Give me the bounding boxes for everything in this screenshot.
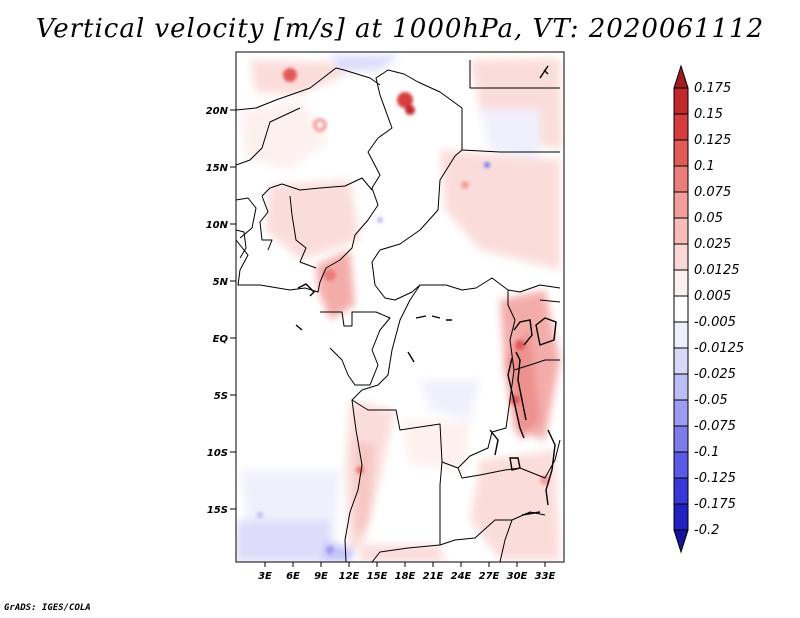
colorbar-box-9 [673,295,689,323]
colorbar-label-0: 0.175 [694,81,731,96]
lon-label-30e: 30E [507,571,528,582]
colorbar-label-3: 0.1 [694,159,715,174]
lat-label-10s: 10S [207,448,228,459]
colorbar-box-7 [673,243,689,271]
colorbar-label-16: -0.175 [694,497,736,512]
colorbar-box-5 [673,191,689,219]
colorbar-label-5: 0.05 [694,211,723,226]
lon-label-3e: 3E [258,571,272,582]
colorbar-label-2: 0.125 [694,133,731,148]
colorbar-box-11 [673,347,689,375]
colorbar-labels: 0.175 0.15 0.125 0.1 0.075 0.05 0.025 0.… [694,81,744,538]
colorbar-box-6 [673,217,689,245]
lat-label-5s: 5S [214,391,228,402]
colorbar-box-16 [673,477,689,505]
colorbar-label-4: 0.075 [694,185,731,200]
colorbar-box-3 [673,139,689,167]
lon-label-12e: 12E [339,571,360,582]
lon-label-6e: 6E [286,571,300,582]
lakes-and-coastlines [295,65,557,516]
longitude-axis: 3E 6E 9E 12E 15E 18E 21E 24E 27E 30E 33E [258,562,556,582]
colorbar-box-15 [673,451,689,479]
velocity-field [236,55,562,562]
lon-label-9e: 9E [314,571,328,582]
colorbar-label-17: -0.2 [694,523,719,538]
colorbar-label-9: -0.005 [694,315,736,330]
lat-label-10n: 10N [206,220,229,231]
colorbar-box-1 [673,87,689,115]
colorbar-box-13 [673,399,689,427]
velocity-cells [257,68,550,554]
colorbar-label-1: 0.15 [694,107,723,122]
lon-label-21e: 21E [423,571,444,582]
colorbar-label-8: 0.005 [694,289,731,304]
colorbar-label-6: 0.025 [694,237,731,252]
colorbar-box-8 [673,269,689,297]
lat-label-15s: 15S [207,505,228,516]
map-frame [235,51,565,563]
country-borders [236,60,561,562]
grads-credit: GrADS: IGES/COLA [4,603,91,613]
colorbar-box-12 [673,373,689,401]
map-panel [236,52,564,562]
lat-label-15n: 15N [206,163,229,174]
lon-label-18e: 18E [395,571,416,582]
colorbar [673,64,689,554]
lon-label-27e: 27E [479,571,500,582]
colorbar-box-4 [673,165,689,193]
colorbar-arrow-bottom [673,529,689,554]
lon-label-15e: 15E [367,571,388,582]
colorbar-label-10: -0.0125 [694,341,744,356]
colorbar-label-13: -0.075 [694,419,736,434]
colorbar-label-7: 0.0125 [694,263,740,278]
lat-label-20n: 20N [206,106,229,117]
colorbar-box-2 [673,113,689,141]
lon-label-33e: 33E [535,571,556,582]
lat-label-5n: 5N [213,277,229,288]
lon-label-24e: 24E [451,571,472,582]
map-title: Vertical velocity [m/s] at 1000hPa, VT: … [35,14,765,44]
colorbar-box-17 [673,503,689,531]
colorbar-arrow-top [673,64,689,89]
colorbar-label-15: -0.125 [694,471,736,486]
colorbar-label-12: -0.05 [694,393,728,408]
colorbar-label-11: -0.025 [694,367,736,382]
colorbar-box-14 [673,425,689,453]
latitude-axis: 20N 15N 10N 5N EQ 5S 10S 15S [206,106,236,516]
colorbar-box-10 [673,321,689,349]
colorbar-label-14: -0.1 [694,445,719,460]
lat-label-eq: EQ [213,334,229,345]
